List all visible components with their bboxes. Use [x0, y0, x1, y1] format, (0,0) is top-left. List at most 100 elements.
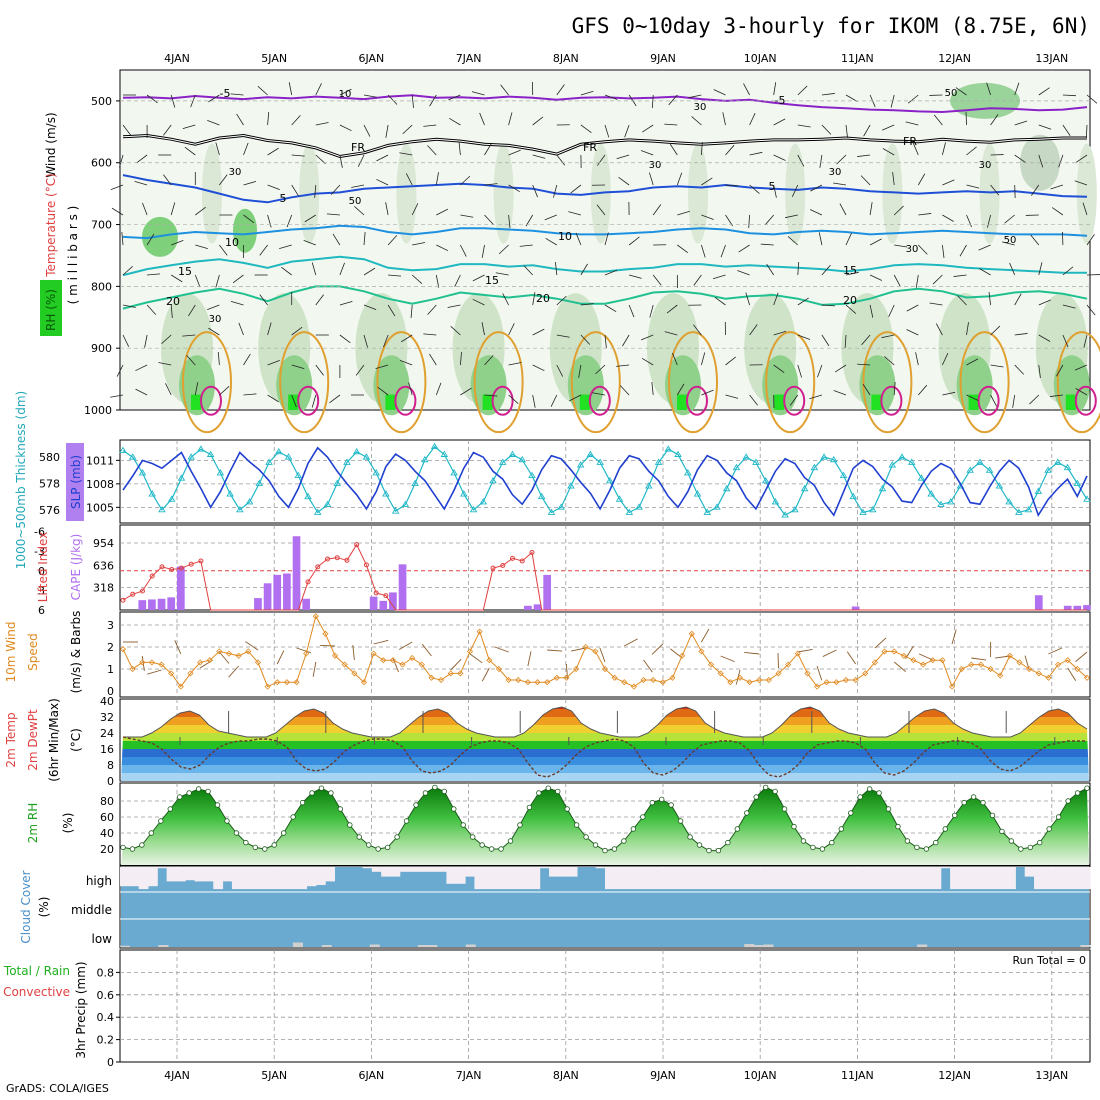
wind-barb	[429, 353, 437, 366]
wind10-point	[717, 670, 724, 677]
day-label-bottom: 5JAN	[261, 1069, 287, 1082]
rh2m-point	[942, 826, 948, 832]
wind-barb	[929, 302, 943, 306]
rh2m-point	[885, 806, 892, 812]
temp-band	[121, 757, 1089, 765]
wind-barb	[411, 203, 419, 216]
thickness-point	[596, 458, 604, 465]
thickness-point	[304, 492, 312, 500]
cloud-high-gap	[978, 867, 988, 890]
rh-shade	[968, 394, 979, 410]
temp-contour-inner	[122, 134, 1087, 158]
li-point	[178, 565, 184, 571]
wind10-barb	[527, 651, 532, 667]
day-label-bottom: 13JAN	[1035, 1069, 1068, 1082]
rh2m-tick-label: 80	[100, 795, 114, 808]
rh2m-point	[1065, 798, 1071, 804]
li-tick-label: 6	[38, 604, 45, 617]
wind-barb	[243, 142, 249, 156]
temp-contour-30	[686, 385, 708, 416]
wind-barb	[217, 352, 220, 366]
rh2m-point	[829, 839, 835, 846]
wind10-point	[765, 676, 772, 684]
temp-contour-25	[473, 331, 524, 434]
wind-barb	[917, 173, 926, 186]
cloud-high-gap	[828, 867, 839, 890]
wind-barb	[892, 172, 895, 186]
wind-barb	[267, 214, 272, 228]
temp-label-a: 2m Temp	[4, 712, 18, 767]
wind-barb	[580, 263, 588, 276]
li-tick-label: -6	[34, 526, 45, 539]
thickness-point	[167, 495, 176, 502]
wind-barb	[311, 262, 317, 276]
cloud-high-gap	[726, 867, 737, 890]
wind10-point	[332, 652, 339, 659]
wind-barb	[110, 184, 124, 191]
wind-barb	[933, 114, 943, 126]
li-point	[315, 564, 321, 570]
wind10-barb	[651, 643, 664, 655]
wind-barb	[821, 264, 831, 276]
wind10-barb	[744, 651, 760, 655]
y-tick-label: 600	[91, 157, 112, 170]
wind-barb	[821, 124, 832, 135]
li-tick-label: 3	[38, 584, 45, 597]
thickness-point	[761, 476, 770, 484]
rh2m-point	[479, 842, 485, 848]
upper-panel: -5 -5 FR FR FR 5 5 10 10 15 15 15 20 20 20 10 30 50 30 30 30…	[84, 69, 1100, 434]
thickness-point	[635, 503, 643, 510]
wind-barb	[147, 273, 161, 276]
cloud-high-gap	[297, 867, 308, 890]
wind-barb	[119, 154, 124, 168]
wind10-point	[515, 676, 522, 684]
temp-band	[121, 725, 1089, 733]
rh-shade	[233, 208, 257, 253]
wind-barb	[640, 334, 654, 341]
rh-shade	[688, 143, 708, 244]
li-tick-label: -3	[34, 545, 45, 558]
wind-barb	[881, 334, 895, 339]
wind-barb	[580, 334, 591, 345]
rh-shade	[276, 355, 313, 416]
slp-tick-label: 1011	[86, 454, 114, 467]
cape-bar	[1063, 605, 1072, 610]
li-point	[344, 557, 350, 563]
thickness-point	[868, 505, 877, 513]
wind-barb	[502, 293, 509, 306]
rh2m-point	[583, 834, 589, 840]
wind-barb	[219, 386, 230, 396]
wind-barb	[484, 214, 494, 225]
wind10-point	[862, 670, 869, 677]
thickness-point	[128, 453, 137, 460]
rh2m-point	[158, 818, 164, 824]
wind-barb	[942, 244, 945, 258]
wind-barb	[495, 272, 509, 276]
wind-barb	[1074, 180, 1088, 186]
rh2m-point	[129, 846, 136, 852]
wind-barb	[122, 304, 136, 308]
wind-barb	[905, 121, 919, 126]
wind-barb	[460, 387, 472, 396]
wind-barb	[844, 334, 847, 348]
rh2m-point	[536, 790, 542, 796]
wind-barb	[942, 391, 956, 396]
wind-barb	[915, 352, 919, 366]
wind10-point	[601, 665, 609, 673]
precip-total-label: Total / Rain	[3, 964, 70, 978]
rh2m-point	[876, 790, 882, 796]
temp-contour-30	[880, 385, 903, 416]
thickness-point	[557, 503, 565, 510]
thickness-point	[294, 471, 303, 479]
rh2m-point	[980, 799, 986, 806]
wind10-point	[785, 661, 792, 668]
thickness-point	[917, 474, 926, 481]
rh2m-point	[262, 846, 268, 852]
wind-barb	[232, 274, 244, 284]
wind-barb	[773, 154, 786, 161]
cloud-high-gap	[325, 867, 336, 882]
rh-shade	[396, 143, 417, 244]
temp-contour-25	[182, 331, 232, 434]
wind-barb	[1056, 364, 1064, 377]
rh2m-point	[989, 812, 996, 819]
